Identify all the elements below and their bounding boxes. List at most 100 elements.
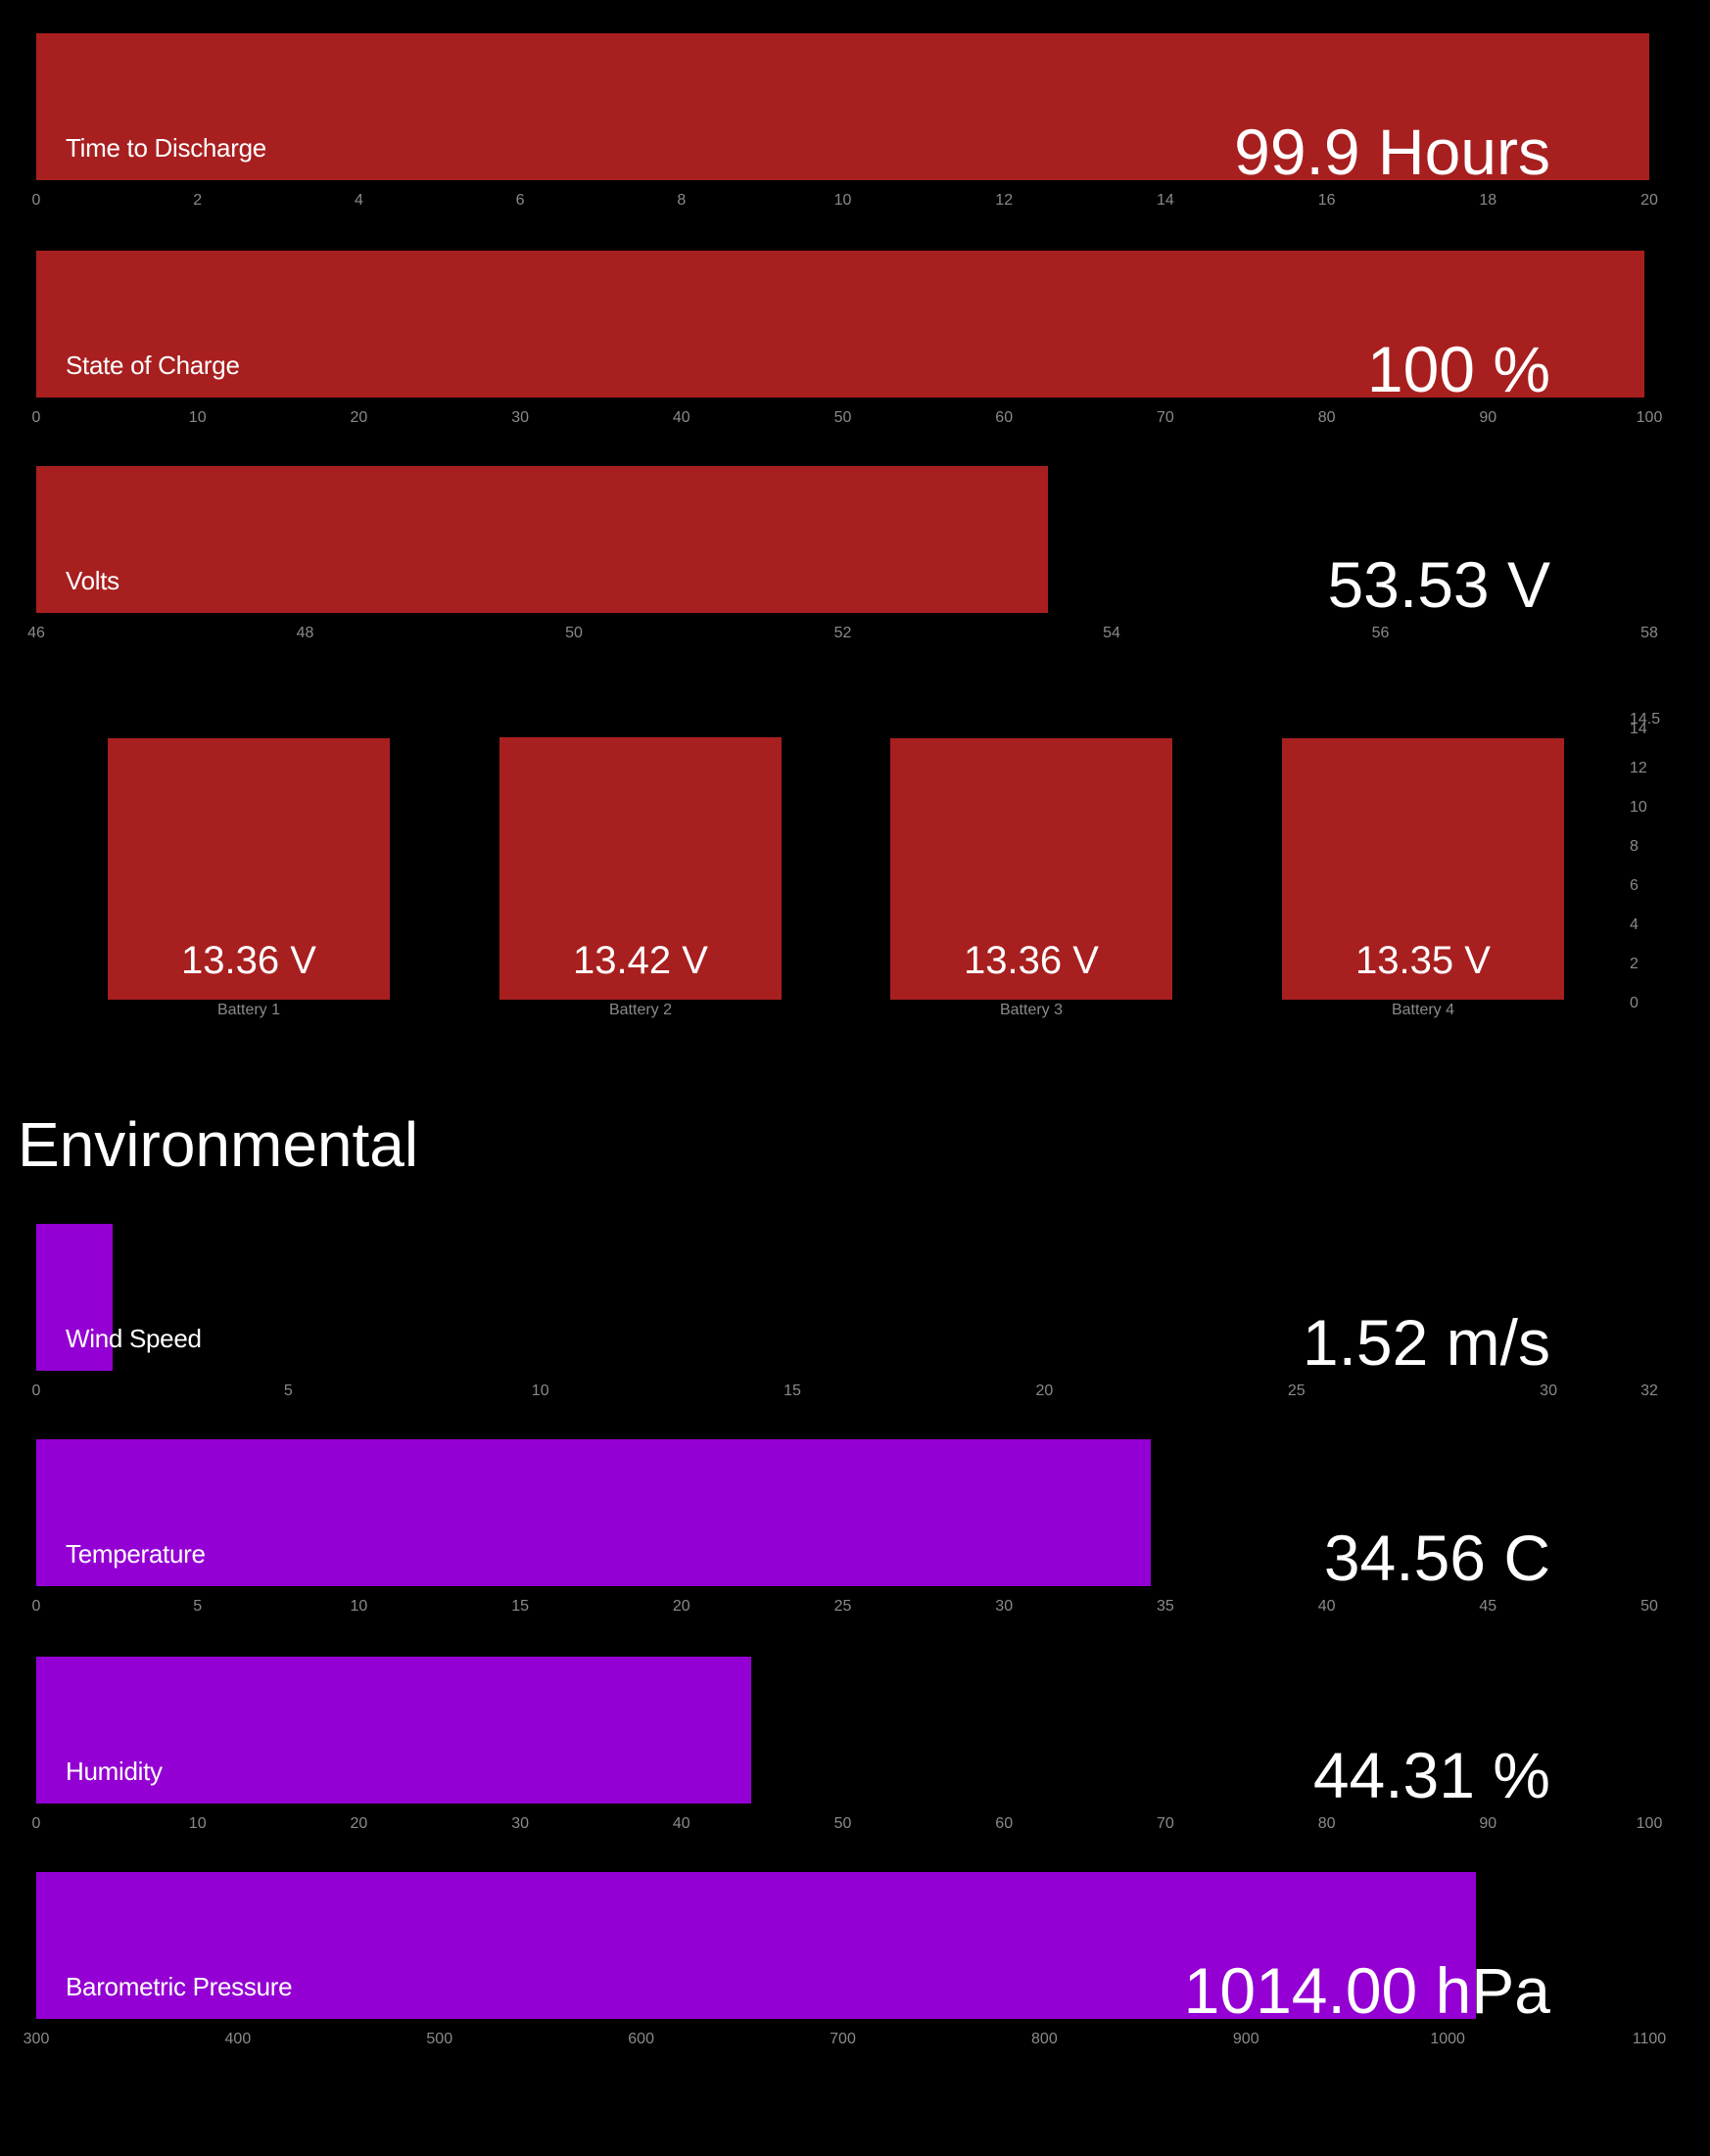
state-of-charge-gauge: State of Charge 100 % 0 10 20 30 40 50 60 70 80 90 1… — [0, 251, 1710, 446]
wind-speed-tick-label: 32 — [1640, 1383, 1658, 1399]
wind-speed-tick-label: 0 — [31, 1383, 41, 1399]
humidity-bar — [36, 1657, 751, 1804]
humidity-gauge: Humidity 44.31 % 0 10 20 30 40 50 60 70 80 90 100 — [0, 1657, 1710, 1852]
humidity-tick-label: 60 — [995, 1815, 1014, 1832]
humidity-tick-label: 80 — [1317, 1815, 1336, 1832]
time-to-discharge-tick-label: 20 — [1640, 192, 1658, 209]
volts-tick-label: 56 — [1371, 625, 1390, 641]
wind-speed-tick-label: 15 — [784, 1383, 801, 1399]
time-to-discharge-value: 99.9 Hours — [1234, 116, 1550, 188]
temperature-tick-label: 50 — [1640, 1598, 1658, 1615]
battery-y-tick-label: 6 — [1630, 877, 1639, 894]
wind-speed-tick-label: 20 — [1035, 1383, 1054, 1399]
temperature-tick-label: 5 — [193, 1598, 203, 1615]
temperature-tick-label: 0 — [31, 1598, 41, 1615]
volts-value: 53.53 V — [1327, 548, 1550, 621]
temperature-tick-label: 20 — [672, 1598, 690, 1615]
humidity-tick-label: 100 — [1636, 1815, 1663, 1832]
wind-speed-tick-label: 10 — [531, 1383, 549, 1399]
humidity-tick-label: 70 — [1156, 1815, 1174, 1832]
state-of-charge-tick-label: 80 — [1317, 409, 1336, 426]
time-to-discharge-label: Time to Discharge — [66, 133, 266, 163]
temperature-value: 34.56 C — [1323, 1522, 1550, 1594]
humidity-value: 44.31 % — [1312, 1739, 1550, 1811]
state-of-charge-tick-label: 50 — [833, 409, 852, 426]
time-to-discharge-tick-label: 6 — [515, 192, 525, 209]
wind-speed-tick-label: 5 — [283, 1383, 293, 1399]
humidity-tick-label: 40 — [672, 1815, 690, 1832]
volts-label: Volts — [66, 566, 119, 595]
temperature-bar — [36, 1439, 1152, 1586]
battery-y-tick-label: 12 — [1630, 760, 1647, 776]
volts-tick-label: 46 — [27, 625, 45, 641]
state-of-charge-bar — [36, 251, 1645, 398]
barometric-pressure-tick-label: 700 — [830, 2031, 856, 2047]
state-of-charge-tick-label: 0 — [31, 409, 41, 426]
wind-speed-value: 1.52 m/s — [1302, 1306, 1550, 1379]
temperature-label: Temperature — [66, 1539, 206, 1569]
battery-cells-chart: 13.36 V Battery 1 13.42 V Battery 2 13.36 V B… — [0, 676, 1710, 1038]
barometric-pressure-tick-label: 800 — [1031, 2031, 1058, 2047]
volts-gauge: Volts 53.53 V 46 48 50 52 54 56 58 — [0, 466, 1710, 662]
barometric-pressure-tick-label: 900 — [1232, 2031, 1259, 2047]
barometric-pressure-tick-label: 1100 — [1632, 2031, 1667, 2047]
barometric-pressure-tick-label: 400 — [224, 2031, 252, 2047]
battery-cell-bar: 13.36 V — [890, 738, 1172, 1000]
battery-cell-bar: 13.35 V — [1282, 738, 1564, 1000]
time-to-discharge-tick-label: 4 — [354, 192, 363, 209]
battery-cell-value: 13.36 V — [964, 939, 1099, 982]
time-to-discharge-tick-label: 10 — [833, 192, 852, 209]
volts-tick-label: 54 — [1103, 625, 1120, 641]
state-of-charge-tick-label: 100 — [1636, 409, 1663, 426]
battery-y-tick-label: 4 — [1630, 916, 1639, 933]
state-of-charge-tick-label: 60 — [995, 409, 1014, 426]
battery-y-tick-label: 2 — [1630, 956, 1639, 972]
wind-speed-label: Wind Speed — [66, 1324, 202, 1353]
battery-y-tick-label: 0 — [1630, 995, 1639, 1011]
state-of-charge-label: State of Charge — [66, 351, 240, 380]
state-of-charge-tick-label: 70 — [1156, 409, 1174, 426]
humidity-tick-label: 90 — [1479, 1815, 1497, 1832]
humidity-tick-label: 10 — [188, 1815, 207, 1832]
time-to-discharge-tick-label: 8 — [677, 192, 687, 209]
time-to-discharge-gauge: Time to Discharge 99.9 Hours 0 2 4 6 8 10 12 14 16… — [0, 33, 1710, 229]
battery-cell-label: Battery 3 — [999, 1002, 1064, 1018]
barometric-pressure-gauge: Barometric Pressure 1014.00 hPa 300 400 500 6… — [0, 1872, 1710, 2068]
battery-cell-value: 13.36 V — [181, 939, 316, 982]
time-to-discharge-tick-label: 2 — [193, 192, 203, 209]
barometric-pressure-tick-label: 600 — [628, 2031, 654, 2047]
volts-tick-label: 48 — [296, 625, 314, 641]
barometric-pressure-label: Barometric Pressure — [66, 1972, 293, 2001]
battery-cell-label: Battery 1 — [216, 1002, 281, 1018]
time-to-discharge-tick-label: 18 — [1479, 192, 1497, 209]
battery-cell-label: Battery 4 — [1391, 1002, 1455, 1018]
wind-speed-tick-label: 25 — [1287, 1383, 1306, 1399]
humidity-tick-label: 0 — [31, 1815, 41, 1832]
volts-tick-label: 52 — [833, 625, 852, 641]
battery-cell-value: 13.42 V — [573, 939, 708, 982]
temperature-tick-label: 10 — [350, 1598, 368, 1615]
time-to-discharge-bar — [36, 33, 1649, 180]
section-title: Environmental — [18, 1109, 419, 1180]
battery-cell-label: Battery 2 — [608, 1002, 673, 1018]
humidity-label: Humidity — [66, 1757, 163, 1786]
temperature-tick-label: 30 — [995, 1598, 1014, 1615]
wind-speed-bar — [36, 1224, 114, 1371]
battery-y-tick-label: 14.5 — [1630, 711, 1661, 727]
battery-cell-bar: 13.42 V — [499, 737, 782, 1000]
battery-cell-value: 13.35 V — [1355, 939, 1491, 982]
battery-cell-bar: 13.36 V — [108, 738, 390, 1000]
state-of-charge-tick-label: 20 — [350, 409, 368, 426]
temperature-tick-label: 40 — [1317, 1598, 1336, 1615]
humidity-tick-label: 20 — [350, 1815, 368, 1832]
volts-bar — [36, 466, 1049, 613]
state-of-charge-value: 100 % — [1366, 333, 1550, 405]
temperature-tick-label: 45 — [1479, 1598, 1497, 1615]
time-to-discharge-tick-label: 0 — [31, 192, 41, 209]
humidity-tick-label: 30 — [511, 1815, 529, 1832]
battery-y-tick-label: 8 — [1630, 838, 1639, 855]
barometric-pressure-value: 1014.00 hPa — [1183, 1954, 1550, 2027]
barometric-pressure-tick-label: 300 — [23, 2031, 50, 2047]
barometric-pressure-tick-label: 1000 — [1430, 2031, 1465, 2047]
state-of-charge-tick-label: 40 — [672, 409, 690, 426]
